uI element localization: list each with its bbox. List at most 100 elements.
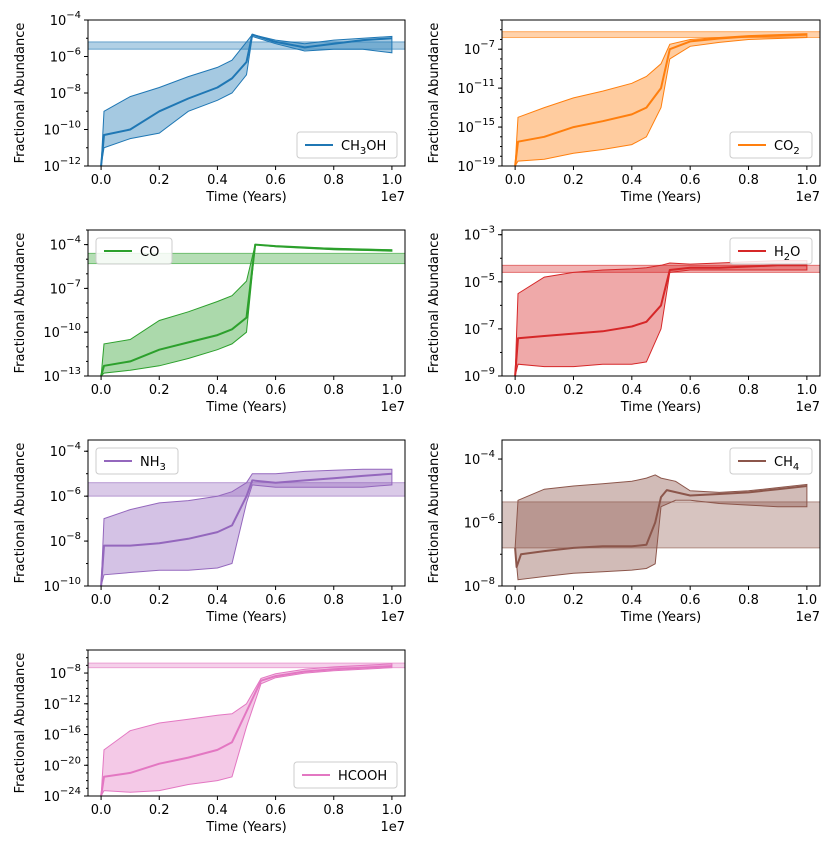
y-tick-label: 10−6 xyxy=(50,486,81,505)
legend-label: CO2 xyxy=(774,139,800,157)
legend: CO2 xyxy=(729,131,813,159)
x-tick-label: 0.2 xyxy=(149,383,170,398)
x-tick-label: 0.0 xyxy=(505,383,526,398)
plot-area xyxy=(88,662,405,796)
y-tick-base: 10 xyxy=(43,370,60,385)
x-tick-label: 0.4 xyxy=(207,803,228,818)
legend-label: HCOOH xyxy=(338,769,387,784)
y-tick-label: 10−12 xyxy=(43,694,81,713)
legend-base: CO xyxy=(140,245,159,260)
y-tick-exponent: −4 xyxy=(66,10,81,21)
y-tick-base: 10 xyxy=(464,453,481,468)
median-line xyxy=(514,485,808,568)
y-axis-label: Fractional Abundance xyxy=(427,233,442,374)
x-tick-label: 0.0 xyxy=(91,593,112,608)
x-tick-label: 0.4 xyxy=(207,593,228,608)
y-tick-exponent: −8 xyxy=(66,531,81,542)
y-tick-base: 10 xyxy=(50,667,67,682)
y-tick-exponent: −15 xyxy=(474,117,495,128)
x-tick-label: 0.8 xyxy=(323,383,344,398)
y-tick-exponent: −8 xyxy=(66,663,81,674)
median-line xyxy=(100,665,392,796)
observed-range-band xyxy=(88,252,405,265)
x-tick-label: 0.4 xyxy=(207,173,228,188)
x-tick-label: 0.4 xyxy=(621,593,642,608)
legend-tail: O xyxy=(790,245,800,260)
median-line xyxy=(514,33,807,166)
legend-subscript: 3 xyxy=(160,462,166,473)
x-offset-label: 1e7 xyxy=(380,610,405,625)
y-tick-label: 10−10 xyxy=(43,576,81,595)
y-tick-exponent: −8 xyxy=(66,83,81,94)
y-tick-exponent: −4 xyxy=(66,441,81,452)
y-tick-exponent: −7 xyxy=(480,39,495,50)
x-tick-label: 0.8 xyxy=(323,173,344,188)
y-tick-exponent: −7 xyxy=(66,278,81,289)
y-tick-label: 10−4 xyxy=(464,449,495,468)
y-axis-label: Fractional Abundance xyxy=(13,233,28,374)
x-axis-label: Time (Years) xyxy=(620,400,701,415)
x-tick-label: 0.0 xyxy=(505,173,526,188)
x-axis-label: Time (Years) xyxy=(620,190,701,205)
x-tick-label: 0.6 xyxy=(265,173,286,188)
plot-area xyxy=(502,31,820,166)
model-envelope-area xyxy=(514,260,808,376)
y-tick-label: 10−4 xyxy=(50,441,81,460)
legend-label: CH4 xyxy=(774,455,799,473)
y-axis-label: Fractional Abundance xyxy=(13,653,28,794)
axes-frame xyxy=(501,439,821,587)
y-tick-label: 10−4 xyxy=(50,235,81,254)
y-tick-label: 10−19 xyxy=(457,156,495,175)
y-tick-label: 10−7 xyxy=(464,39,495,58)
y-tick-exponent: −4 xyxy=(480,449,495,460)
y-tick-label: 10−7 xyxy=(464,319,495,338)
y-tick-exponent: −7 xyxy=(480,319,495,330)
y-tick-exponent: −20 xyxy=(60,755,81,766)
y-tick-exponent: −10 xyxy=(60,120,81,131)
x-tick-label: 0.2 xyxy=(563,593,584,608)
median-line xyxy=(514,264,807,376)
y-tick-base: 10 xyxy=(50,490,67,505)
y-tick-label: 10−6 xyxy=(464,513,495,532)
y-tick-exponent: −5 xyxy=(480,272,495,283)
legend-frame xyxy=(95,237,173,265)
y-axis-label: Fractional Abundance xyxy=(13,23,28,164)
y-tick-exponent: −9 xyxy=(480,366,495,377)
y-tick-label: 10−6 xyxy=(50,47,81,66)
y-tick-exponent: −3 xyxy=(480,225,495,236)
x-axis-label: Time (Years) xyxy=(205,190,286,205)
y-axis-label: Fractional Abundance xyxy=(13,443,28,584)
x-tick-label: 0.6 xyxy=(265,803,286,818)
plot-area xyxy=(88,33,405,166)
legend: HCOOH xyxy=(293,761,398,789)
y-tick-label: 10−5 xyxy=(464,272,495,291)
legend-subscript: 3 xyxy=(360,146,366,157)
x-tick-label: 0.0 xyxy=(91,173,112,188)
x-tick-label: 0.4 xyxy=(207,383,228,398)
x-tick-label: 0.0 xyxy=(505,593,526,608)
y-tick-base: 10 xyxy=(50,51,67,66)
legend: CH3OH xyxy=(296,131,398,159)
y-tick-base: 10 xyxy=(43,160,60,175)
median-line xyxy=(100,33,392,166)
legend-tail: OH xyxy=(366,139,386,154)
legend-base: HCOOH xyxy=(338,769,387,784)
legend: NH3 xyxy=(95,447,179,475)
y-tick-base: 10 xyxy=(457,121,474,136)
x-tick-label: 0.4 xyxy=(621,383,642,398)
x-tick-label: 0.2 xyxy=(149,593,170,608)
x-tick-label: 0.6 xyxy=(265,383,286,398)
legend-subscript: 2 xyxy=(784,252,790,263)
median-line xyxy=(100,243,392,376)
legend: CO xyxy=(95,237,173,265)
legend-frame xyxy=(95,447,179,475)
y-tick-base: 10 xyxy=(43,759,60,774)
y-tick-exponent: −24 xyxy=(60,786,81,797)
y-tick-label: 10−12 xyxy=(43,156,81,175)
y-tick-exponent: −19 xyxy=(474,156,495,167)
y-tick-label: 10−24 xyxy=(43,786,81,805)
x-axis-label: Time (Years) xyxy=(620,610,701,625)
